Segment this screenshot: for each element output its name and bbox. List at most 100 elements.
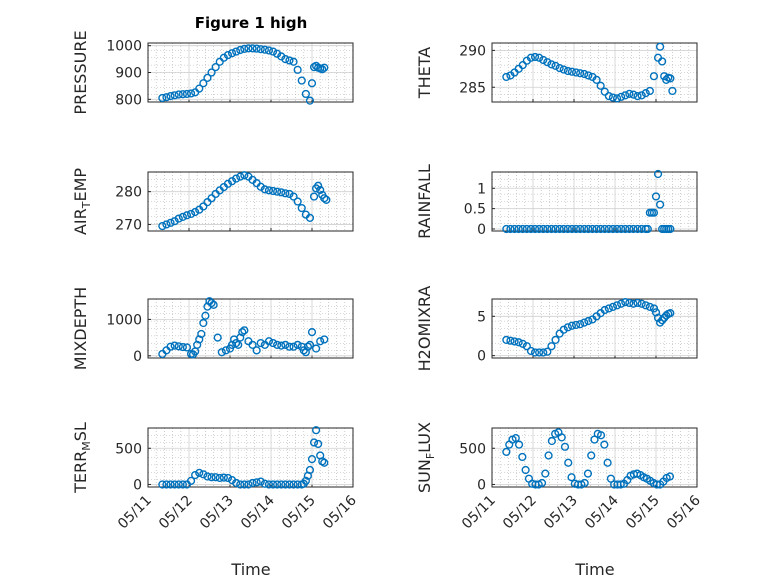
data-point xyxy=(227,177,237,186)
data-point xyxy=(309,192,319,201)
data-point xyxy=(223,50,233,60)
data-point xyxy=(186,476,196,485)
data-point xyxy=(651,192,661,201)
data-point xyxy=(170,91,179,100)
data-point xyxy=(197,329,206,339)
data-point xyxy=(232,478,241,488)
subplot-theta: 285 290 THETA xyxy=(415,42,698,103)
data-point xyxy=(514,440,524,449)
data-point xyxy=(268,480,278,489)
data-point xyxy=(215,473,224,483)
data-point xyxy=(588,224,597,234)
axes-frame xyxy=(491,427,698,488)
data-point xyxy=(320,63,329,72)
data-point xyxy=(526,53,536,62)
data-point xyxy=(174,214,183,223)
data-point xyxy=(617,224,626,234)
data-point xyxy=(191,470,200,480)
y-axis-label: AIRTEMP xyxy=(71,168,93,235)
data-point xyxy=(600,305,609,315)
data-point xyxy=(170,480,179,489)
data-point xyxy=(559,224,568,234)
data-point xyxy=(583,469,593,478)
data-point xyxy=(174,90,183,99)
data-point xyxy=(309,438,319,447)
data-point xyxy=(596,81,605,90)
data-point xyxy=(234,340,243,349)
x-tick-label: 05/12 xyxy=(500,493,540,533)
data-point xyxy=(649,208,659,217)
data-point xyxy=(232,174,241,183)
data-point xyxy=(264,480,274,489)
y-axis-label: SUNFLUX xyxy=(415,422,437,493)
data-point xyxy=(199,318,208,328)
data-point xyxy=(506,336,515,345)
data-point xyxy=(314,439,323,449)
data-point xyxy=(170,217,179,226)
data-point xyxy=(567,67,577,76)
data-point xyxy=(535,348,544,357)
data-point xyxy=(252,44,261,53)
data-point xyxy=(658,316,667,325)
data-point xyxy=(537,478,547,488)
data-point xyxy=(211,473,220,482)
data-point xyxy=(592,75,601,84)
data-point xyxy=(608,224,618,234)
data-point xyxy=(608,93,618,102)
data-point xyxy=(587,451,596,460)
data-point xyxy=(166,342,175,351)
data-point xyxy=(567,473,576,482)
x-tick-label: 05/13 xyxy=(541,493,581,533)
data-point xyxy=(600,87,609,96)
axes-frame xyxy=(491,298,698,359)
data-point xyxy=(502,335,511,345)
data-point xyxy=(281,340,290,349)
y-axis-label: PRESSURE xyxy=(71,30,90,114)
data-point xyxy=(510,337,519,346)
data-point xyxy=(252,346,261,355)
data-point xyxy=(625,224,634,234)
data-point xyxy=(541,469,550,478)
subplot-sun: 05/11 05/12 05/13 05/14 05/15 05/16 0 500 SUNFLU… xyxy=(415,422,704,532)
data-point xyxy=(305,213,315,222)
data-point xyxy=(264,46,274,55)
data-point xyxy=(207,194,216,203)
data-point xyxy=(571,224,581,234)
data-point xyxy=(166,218,175,227)
data-point xyxy=(207,473,216,482)
data-point xyxy=(232,338,241,348)
data-point xyxy=(547,224,556,234)
data-point xyxy=(289,57,298,66)
y-tick-label: 0.5 xyxy=(464,202,486,218)
data-point xyxy=(182,343,192,352)
data-point xyxy=(305,96,315,105)
data-point xyxy=(563,224,572,234)
data-point xyxy=(551,61,560,70)
data-point xyxy=(629,299,638,308)
data-point xyxy=(236,172,245,181)
data-point xyxy=(227,49,237,58)
data-point xyxy=(320,335,329,344)
data-point xyxy=(514,224,523,234)
data-point xyxy=(547,436,556,446)
data-point xyxy=(170,341,179,350)
data-point xyxy=(649,72,659,81)
data-point xyxy=(522,342,531,351)
data-point xyxy=(217,348,226,357)
y-axis-label: MIXDEPTH xyxy=(71,287,90,370)
data-point xyxy=(318,65,327,74)
data-point xyxy=(273,187,282,196)
data-point xyxy=(621,298,630,307)
data-point xyxy=(285,189,294,199)
data-point xyxy=(612,224,622,234)
subplot-terr: 05/11 05/12 05/13 05/14 05/15 05/16 0 500 TERRMS… xyxy=(71,422,360,532)
data-point xyxy=(260,45,269,54)
data-point xyxy=(530,348,540,357)
data-point xyxy=(316,185,325,195)
data-point xyxy=(518,224,527,234)
data-point xyxy=(240,171,249,180)
x-tick-label: 05/14 xyxy=(582,492,622,532)
data-point xyxy=(633,298,642,308)
data-point xyxy=(207,68,216,77)
data-point xyxy=(653,169,663,179)
